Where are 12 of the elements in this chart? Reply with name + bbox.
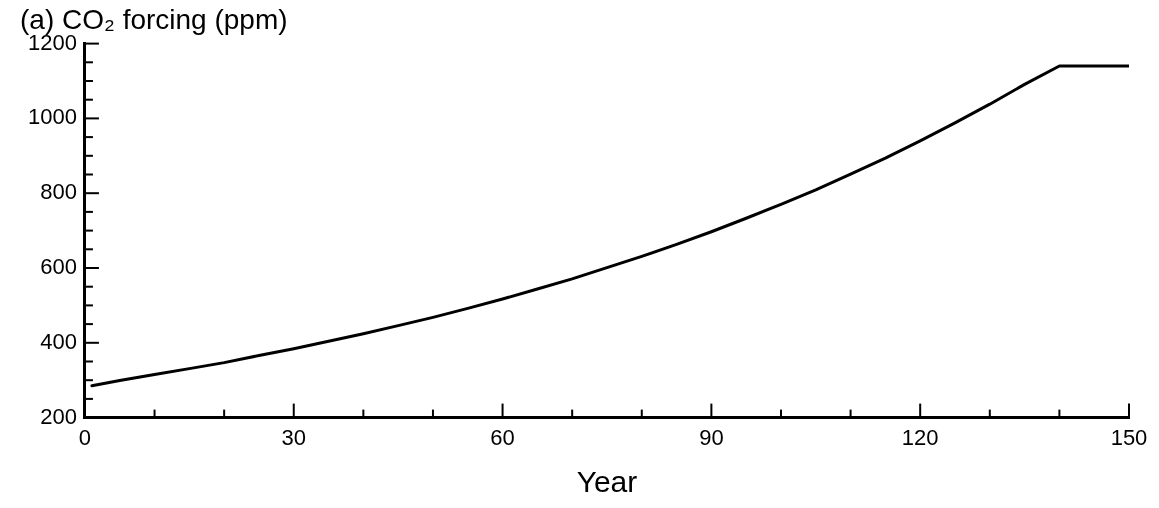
y-tick-label: 1000 — [27, 104, 77, 130]
y-tick-label: 400 — [40, 328, 77, 354]
y-tick-label: 800 — [40, 179, 77, 205]
y-tick-label: 200 — [40, 403, 77, 429]
x-tick-label: 60 — [490, 424, 515, 450]
x-tick-label: 120 — [901, 424, 939, 450]
x-tick-label: 30 — [281, 424, 306, 450]
x-tick-label: 90 — [699, 424, 724, 450]
y-tick-label: 600 — [40, 254, 77, 280]
x-tick-label: 0 — [78, 424, 92, 450]
x-tick-label: 150 — [1110, 424, 1148, 450]
x-axis-title: Year — [576, 465, 638, 499]
